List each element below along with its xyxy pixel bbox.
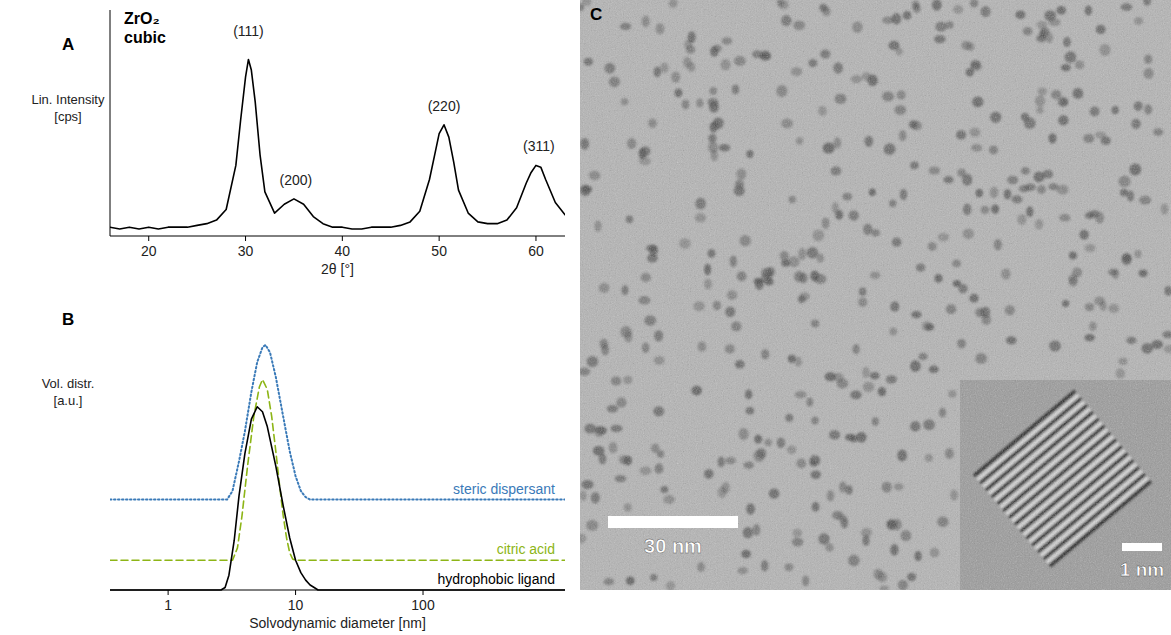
inset-scale-bar-label: 1 nm <box>1120 559 1164 580</box>
y-axis-title: Vol. distr. [a.u.] <box>42 376 95 407</box>
plot-lines <box>110 345 565 590</box>
x-tick <box>245 236 246 241</box>
x-tick-label: 100 <box>411 597 435 613</box>
x-tick-label: 60 <box>528 243 544 259</box>
peak-label: (220) <box>428 98 461 114</box>
data-line <box>110 345 565 500</box>
data-line <box>110 380 565 561</box>
inset <box>960 380 1171 590</box>
data-line <box>110 59 565 229</box>
scale-bar <box>608 516 738 528</box>
label-line: [cps] <box>54 109 81 124</box>
panel-label: A <box>62 35 74 54</box>
panel-label: B <box>62 310 74 329</box>
x-tick-label: 10 <box>288 597 304 613</box>
scale-bar-label: 30 nm <box>644 535 702 557</box>
series-label: hydrophobic ligand <box>437 571 555 587</box>
x-axis-title: 2θ [°] <box>321 261 354 277</box>
inset-grain <box>960 380 1171 590</box>
x-tick <box>535 236 536 241</box>
inset-scale-bar <box>1122 543 1162 551</box>
x-tick-label: 20 <box>141 243 157 259</box>
x-tick-label: 1 <box>164 597 172 613</box>
x-axis <box>110 236 565 237</box>
chart-title: ZrO₂ cubic <box>124 10 166 46</box>
x-axis-title: Solvodynamic diameter [nm] <box>249 615 426 631</box>
label-line: Lin. Intensity <box>32 92 105 107</box>
data-line <box>110 407 565 590</box>
plot-lines <box>110 59 565 229</box>
micrograph <box>580 0 1171 590</box>
y-axis-title: Lin. Intensity [cps] <box>32 92 105 123</box>
peak-label: (200) <box>280 172 313 188</box>
peak-label: (111) <box>233 23 264 39</box>
label-line: [a.u.] <box>54 393 83 408</box>
peak-label: (311) <box>523 138 555 154</box>
particles <box>580 0 1171 590</box>
x-tick <box>148 236 149 241</box>
x-tick-label: 50 <box>431 243 447 259</box>
micrograph-grain <box>580 0 1171 590</box>
inset-ground <box>960 380 1171 590</box>
x-tick <box>295 590 296 595</box>
series-label: steric dispersant <box>453 481 555 497</box>
x-tick <box>439 236 440 241</box>
x-tick-label: 40 <box>335 243 351 259</box>
y-axis <box>110 10 111 236</box>
label-line: Vol. distr. <box>42 376 95 391</box>
micrograph-ground <box>580 0 1171 590</box>
panel-label: C <box>590 5 602 24</box>
x-tick <box>342 236 343 241</box>
figure: 20 30 40 50 60 2θ [°] Lin. Intensity [cps] (111)… <box>0 0 1171 635</box>
x-tick-label: 30 <box>238 243 254 259</box>
series-label: citric acid <box>497 541 555 557</box>
title-line: ZrO₂ <box>124 10 160 27</box>
title-line: cubic <box>124 29 166 46</box>
